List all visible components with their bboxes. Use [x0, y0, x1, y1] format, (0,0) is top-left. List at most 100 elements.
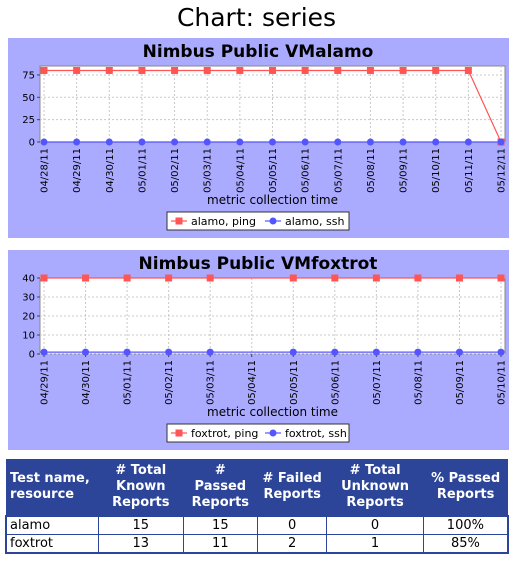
data-point-ssh	[289, 348, 297, 356]
data-point-ssh	[165, 348, 173, 356]
data-point-ssh	[206, 348, 214, 356]
x-tick-label: 05/10/11	[497, 360, 508, 405]
x-tick-label: 05/02/11	[170, 148, 181, 193]
results-table: Test name, resource # Total Known Report…	[5, 459, 509, 554]
data-point-ssh	[432, 138, 440, 146]
data-point-ping	[138, 66, 146, 74]
data-point-ssh	[73, 138, 81, 146]
data-point-ping	[165, 274, 173, 282]
legend-entry: alamo, ping	[191, 215, 256, 228]
data-point-ping	[40, 66, 48, 74]
col-header-test-name: Test name, resource	[6, 459, 99, 516]
y-tick-label: 0	[29, 350, 35, 361]
data-point-ping	[334, 66, 342, 74]
data-point-ping	[171, 66, 179, 74]
data-point-ping	[269, 66, 276, 74]
legend-marker-circle	[269, 217, 277, 225]
cell-test-name: alamo	[5, 515, 99, 535]
page-title: Chart: series	[176, 3, 337, 32]
x-tick-label: 04/30/11	[105, 148, 116, 193]
data-point-ssh	[203, 138, 211, 146]
x-tick-label: 05/04/11	[235, 148, 246, 193]
data-point-ssh	[123, 348, 131, 356]
col-header-total-known: # Total Known Reports	[98, 459, 184, 516]
data-point-ping	[455, 274, 463, 282]
legend-entry: alamo, ssh	[285, 215, 344, 228]
col-header-passed: # Passed Reports	[183, 459, 258, 516]
chart-panel-foxtrot: Nimbus Public VMfoxtrot 0 10 20 30 40 04/29/11…	[8, 250, 509, 450]
data-point-ping	[123, 274, 131, 282]
data-point-ssh	[331, 348, 339, 356]
x-tick-label: 05/05/11	[268, 148, 279, 193]
x-tick-label: 05/09/11	[399, 148, 410, 193]
data-point-ping	[366, 66, 374, 74]
data-point-ssh	[455, 348, 463, 356]
data-point-ping	[82, 274, 90, 282]
data-point-ssh	[464, 138, 472, 146]
col-header-total-unknown: # Total Unknown Reports	[326, 459, 424, 516]
cell-passed: 11	[182, 534, 259, 554]
y-tick-label: 75	[22, 70, 35, 81]
data-point-ssh	[40, 348, 48, 356]
y-tick-label: 30	[22, 293, 35, 304]
x-tick-label: 04/28/11	[40, 148, 51, 193]
chart-alamo: Nimbus Public VMalamo 0 25 50 75 04/28/11 04/2…	[22, 42, 508, 231]
data-point-ssh	[366, 138, 374, 146]
cell-percent-passed: 85%	[422, 534, 509, 554]
data-point-ping	[73, 66, 81, 74]
x-tick-label: 05/06/11	[330, 360, 341, 405]
data-point-ping	[432, 66, 440, 74]
x-tick-label: 05/11/11	[464, 148, 475, 193]
data-point-ping	[40, 274, 48, 282]
x-axis-label: metric collection time	[207, 193, 338, 207]
cell-passed: 15	[182, 515, 259, 535]
legend-marker-circle	[269, 429, 277, 437]
chart-title: Nimbus Public VMfoxtrot	[139, 254, 378, 274]
data-point-ssh	[497, 348, 505, 356]
y-tick-label: 10	[22, 331, 35, 342]
data-point-ping	[399, 66, 407, 74]
cell-failed: 0	[257, 515, 328, 535]
table-row: foxtrot 13 11 2 1 85%	[5, 534, 509, 554]
cell-failed: 2	[257, 534, 328, 554]
data-point-ssh	[399, 138, 407, 146]
data-point-ping	[464, 66, 472, 74]
legend-marker-square	[175, 217, 183, 225]
y-tick-label: 20	[22, 312, 35, 323]
x-tick-label: 05/09/11	[455, 360, 466, 405]
x-tick-label: 05/01/11	[137, 148, 148, 193]
x-tick-label: 05/03/11	[206, 360, 217, 405]
x-tick-label: 05/05/11	[289, 360, 300, 405]
chart-panel-alamo: Nimbus Public VMalamo 0 25 50 75 04/28/11 04/2…	[8, 38, 509, 238]
cell-percent-passed: 100%	[422, 515, 509, 535]
col-header-failed: # Failed Reports	[257, 459, 327, 516]
x-tick-label: 05/07/11	[333, 148, 344, 193]
cell-total-unknown: 1	[326, 534, 424, 554]
data-point-ssh	[372, 348, 380, 356]
x-tick-label: 05/08/11	[366, 148, 377, 193]
legend-entry: foxtrot, ssh	[285, 427, 347, 440]
x-tick-label: 04/30/11	[81, 360, 92, 405]
cell-total-known: 13	[97, 534, 184, 554]
data-point-ssh	[334, 138, 342, 146]
cell-total-known: 15	[97, 515, 184, 535]
x-tick-label: 05/06/11	[301, 148, 312, 193]
x-tick-label: 05/08/11	[413, 360, 424, 405]
data-point-ssh	[301, 138, 309, 146]
legend-marker-square	[175, 429, 183, 437]
cell-total-unknown: 0	[326, 515, 424, 535]
data-point-ssh	[138, 138, 146, 146]
x-axis-label: metric collection time	[207, 405, 338, 419]
data-point-ping	[105, 66, 113, 74]
legend-entry: foxtrot, ping	[191, 427, 258, 440]
legend-box	[166, 423, 350, 443]
cell-test-name: foxtrot	[5, 534, 99, 554]
chart-title: Nimbus Public VMalamo	[143, 42, 374, 62]
y-tick-label: 50	[22, 93, 35, 104]
data-point-ping	[331, 274, 339, 282]
data-point-ping	[497, 274, 505, 282]
table-row: alamo 15 15 0 0 100%	[5, 515, 509, 535]
data-point-ping	[301, 66, 309, 74]
data-point-ping	[236, 66, 244, 74]
data-point-ping	[206, 274, 214, 282]
